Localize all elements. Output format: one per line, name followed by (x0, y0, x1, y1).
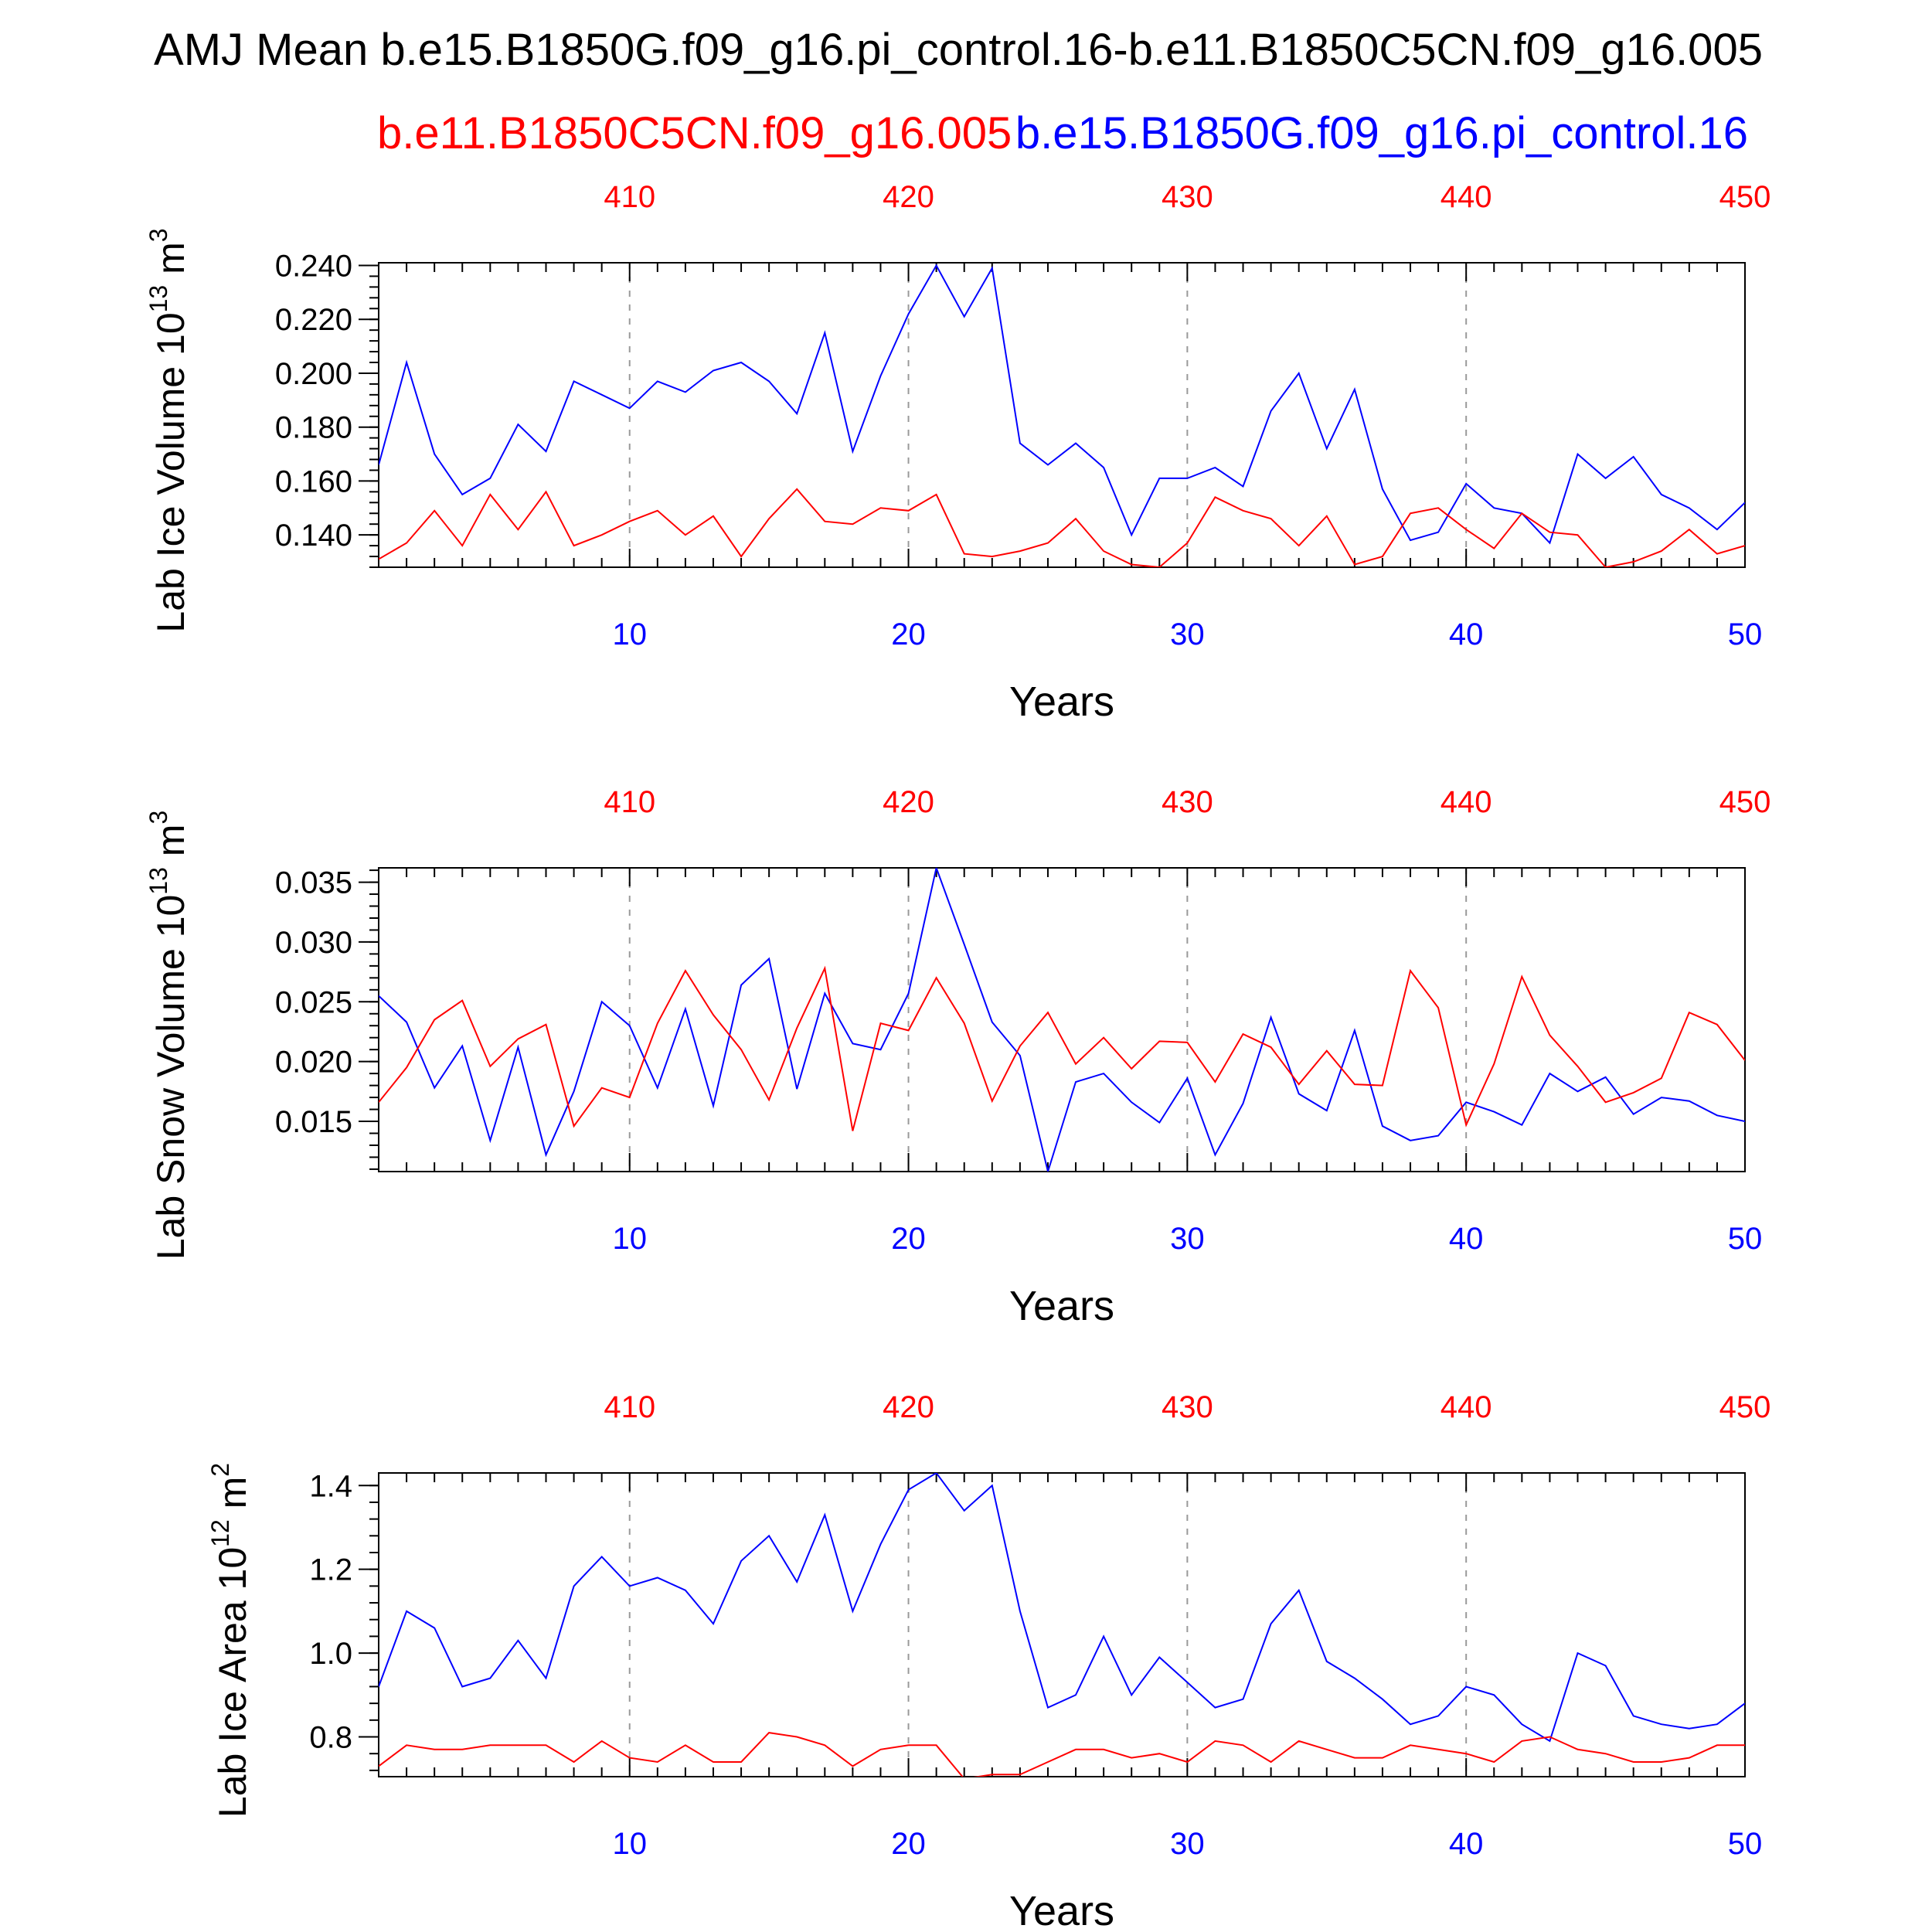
x-tick-label-top: 450 (1719, 1390, 1771, 1424)
x-tick-label-bottom: 10 (612, 1827, 647, 1861)
chart-panel-1: 0.140 0.160 0.180 0.200 0.220 0.240 10 410 20 420… (145, 180, 1770, 725)
x-tick-label-bottom: 10 (612, 617, 647, 651)
x-tick-label-top: 420 (883, 785, 934, 819)
x-tick-label-bottom: 20 (891, 617, 926, 651)
x-tick-label-bottom: 40 (1449, 617, 1484, 651)
y-tick-label: 0.180 (275, 411, 352, 445)
plot-frame (378, 262, 1746, 568)
y-tick-label: 1.4 (309, 1469, 352, 1503)
plot-frame (378, 867, 1746, 1172)
y-tick-label: 0.025 (275, 985, 352, 1019)
x-tick-label-top: 410 (604, 1390, 655, 1424)
x-tick-label-bottom: 50 (1728, 1222, 1763, 1256)
x-tick-label-bottom: 20 (891, 1222, 926, 1256)
y-axis-label: Lab Ice Volume 1013 m3 (145, 228, 192, 632)
x-tick-label-top: 430 (1162, 785, 1213, 819)
y-tick-label: 0.020 (275, 1046, 352, 1080)
y-tick-label: 0.035 (275, 866, 352, 900)
x-tick-label-top: 410 (604, 785, 655, 819)
y-axis-label: Lab Snow Volume 1013 m3 (145, 811, 192, 1260)
x-tick-label-top: 450 (1719, 785, 1771, 819)
y-tick-label: 0.140 (275, 519, 352, 553)
series-line-blue (379, 868, 1745, 1172)
series-line-red (379, 1732, 1745, 1777)
plot-frame (378, 1472, 1746, 1777)
x-tick-label-top: 420 (883, 1390, 934, 1424)
x-tick-label-bottom: 10 (612, 1222, 647, 1256)
x-tick-label-top: 410 (604, 180, 655, 214)
y-tick-label: 1.2 (309, 1553, 352, 1587)
x-tick-label-bottom: 20 (891, 1827, 926, 1861)
x-axis-label: Years (1009, 1888, 1114, 1932)
y-tick-label: 0.200 (275, 357, 352, 391)
y-tick-label: 0.030 (275, 926, 352, 960)
subtitle-red-case: b.e11.B1850C5CN.f09_g16.005 (377, 108, 1012, 158)
series-line-red (379, 965, 1745, 1131)
x-tick-label-bottom: 30 (1170, 1222, 1205, 1256)
x-tick-label-top: 440 (1440, 1390, 1492, 1424)
chart-title: AMJ Mean b.e15.B1850G.f09_g16.pi_control… (154, 25, 1763, 75)
y-tick-label: 0.015 (275, 1105, 352, 1139)
x-tick-label-bottom: 30 (1170, 1827, 1205, 1861)
chart-panel-2: 0.015 0.020 0.025 0.030 0.035 10 410 20 420 30 430… (145, 785, 1770, 1329)
subtitle-blue-case: b.e15.B1850G.f09_g16.pi_control.16 (1015, 108, 1748, 158)
x-tick-label-bottom: 50 (1728, 1827, 1763, 1861)
x-tick-label-top: 430 (1162, 180, 1213, 214)
x-tick-label-top: 450 (1719, 180, 1771, 214)
x-tick-label-bottom: 30 (1170, 617, 1205, 651)
x-axis-label: Years (1009, 679, 1114, 725)
y-tick-label: 0.160 (275, 464, 352, 498)
series-line-blue (379, 1473, 1745, 1743)
x-axis-label: Years (1009, 1283, 1114, 1329)
y-axis-label: Lab Ice Area 1012 m2 (206, 1463, 254, 1818)
series-line-blue (379, 264, 1745, 545)
x-tick-label-bottom: 50 (1728, 617, 1763, 651)
x-tick-label-top: 440 (1440, 180, 1492, 214)
x-tick-label-bottom: 40 (1449, 1827, 1484, 1861)
x-tick-label-top: 430 (1162, 1390, 1213, 1424)
chart-panel-3: 0.8 1.0 1.2 1.4 10 410 20 420 30 430 40 440 50 450 Yea… (206, 1390, 1770, 1932)
y-tick-label: 0.240 (275, 249, 352, 283)
y-tick-label: 0.8 (309, 1721, 352, 1755)
x-tick-label-bottom: 40 (1449, 1222, 1484, 1256)
x-tick-label-top: 420 (883, 180, 934, 214)
series-line-red (379, 488, 1745, 567)
y-tick-label: 0.220 (275, 303, 352, 337)
x-tick-label-top: 440 (1440, 785, 1492, 819)
y-tick-label: 1.0 (309, 1637, 352, 1671)
